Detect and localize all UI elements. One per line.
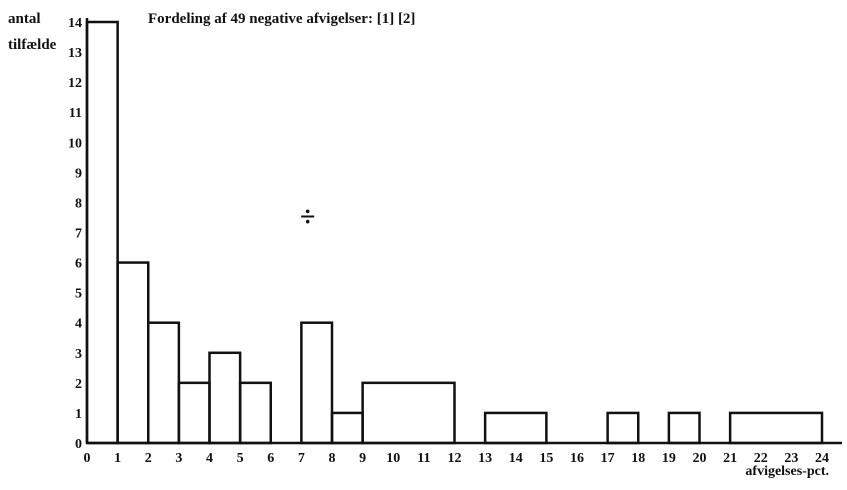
x-tick-label: 19 bbox=[662, 451, 676, 466]
histogram-bar bbox=[85, 20, 119, 445]
x-tick-label: 18 bbox=[631, 451, 645, 466]
x-tick-label: 8 bbox=[329, 451, 336, 466]
histogram-bar bbox=[667, 411, 701, 445]
y-tick-label: 3 bbox=[75, 347, 82, 362]
x-tick-label: 5 bbox=[237, 451, 244, 466]
y-tick-label: 7 bbox=[75, 227, 82, 242]
histogram-bar bbox=[728, 411, 824, 445]
histogram-bar bbox=[606, 411, 640, 445]
y-tick-label: 14 bbox=[68, 16, 82, 31]
y-tick-label: 11 bbox=[69, 106, 82, 121]
y-tick-label: 6 bbox=[75, 257, 82, 272]
x-tick-label: 10 bbox=[386, 451, 400, 466]
x-axis-label: afvigelses-pct. bbox=[745, 464, 829, 479]
x-tick-label: 17 bbox=[601, 451, 615, 466]
histogram-bars bbox=[85, 20, 824, 445]
axes bbox=[85, 18, 842, 445]
histogram-bar bbox=[483, 411, 548, 445]
histogram-bar bbox=[177, 381, 211, 445]
x-ticks: 0 1 2 3 4 5 6 7 8 9 10 11 12 13 14 15 16 17 18 19 20 21 22 23 24 bbox=[84, 451, 830, 466]
y-tick-label: 10 bbox=[68, 136, 82, 151]
x-tick-label: 21 bbox=[723, 451, 737, 466]
y-tick-label: 1 bbox=[75, 407, 82, 422]
x-tick-label: 3 bbox=[175, 451, 182, 466]
y-axis-label-line1: antal bbox=[8, 11, 41, 27]
y-tick-label: 2 bbox=[75, 377, 82, 392]
x-tick-label: 2 bbox=[145, 451, 152, 466]
histogram-bar bbox=[300, 321, 334, 445]
x-tick-label: 7 bbox=[298, 451, 305, 466]
x-tick-label: 0 bbox=[84, 451, 91, 466]
x-tick-label: 20 bbox=[693, 451, 707, 466]
y-tick-label: 9 bbox=[75, 166, 82, 181]
x-tick-label: 16 bbox=[570, 451, 584, 466]
x-tick-label: 15 bbox=[539, 451, 553, 466]
x-tick-label: 6 bbox=[267, 451, 274, 466]
histogram-bar bbox=[238, 381, 272, 445]
histogram-bar bbox=[147, 321, 181, 445]
histogram-bar bbox=[330, 411, 364, 445]
x-tick-label: 22 bbox=[754, 451, 768, 466]
x-tick-label: 24 bbox=[815, 451, 829, 466]
x-tick-label: 11 bbox=[417, 451, 430, 466]
histogram-bar bbox=[208, 351, 242, 445]
y-tick-label: 4 bbox=[75, 317, 82, 332]
chart-title: Fordeling af 49 negative afvigelser: [1]… bbox=[148, 11, 416, 27]
y-tick-label: 8 bbox=[75, 196, 82, 211]
x-tick-label: 4 bbox=[206, 451, 213, 466]
x-tick-label: 13 bbox=[478, 451, 492, 466]
y-tick-label: 13 bbox=[68, 46, 82, 61]
x-tick-label: 14 bbox=[509, 451, 523, 466]
x-tick-label: 23 bbox=[784, 451, 798, 466]
histogram-bar bbox=[361, 381, 456, 445]
x-tick-label: 9 bbox=[359, 451, 366, 466]
y-tick-label: 0 bbox=[75, 437, 82, 452]
y-tick-label: 5 bbox=[75, 287, 82, 302]
x-tick-label: 12 bbox=[448, 451, 462, 466]
y-axis-label-line2: tilfælde bbox=[8, 37, 57, 53]
y-tick-label: 12 bbox=[68, 76, 82, 91]
negative-sign-annotation: ÷ bbox=[300, 202, 316, 233]
histogram-bar bbox=[116, 261, 150, 445]
x-tick-label: 1 bbox=[114, 451, 121, 466]
